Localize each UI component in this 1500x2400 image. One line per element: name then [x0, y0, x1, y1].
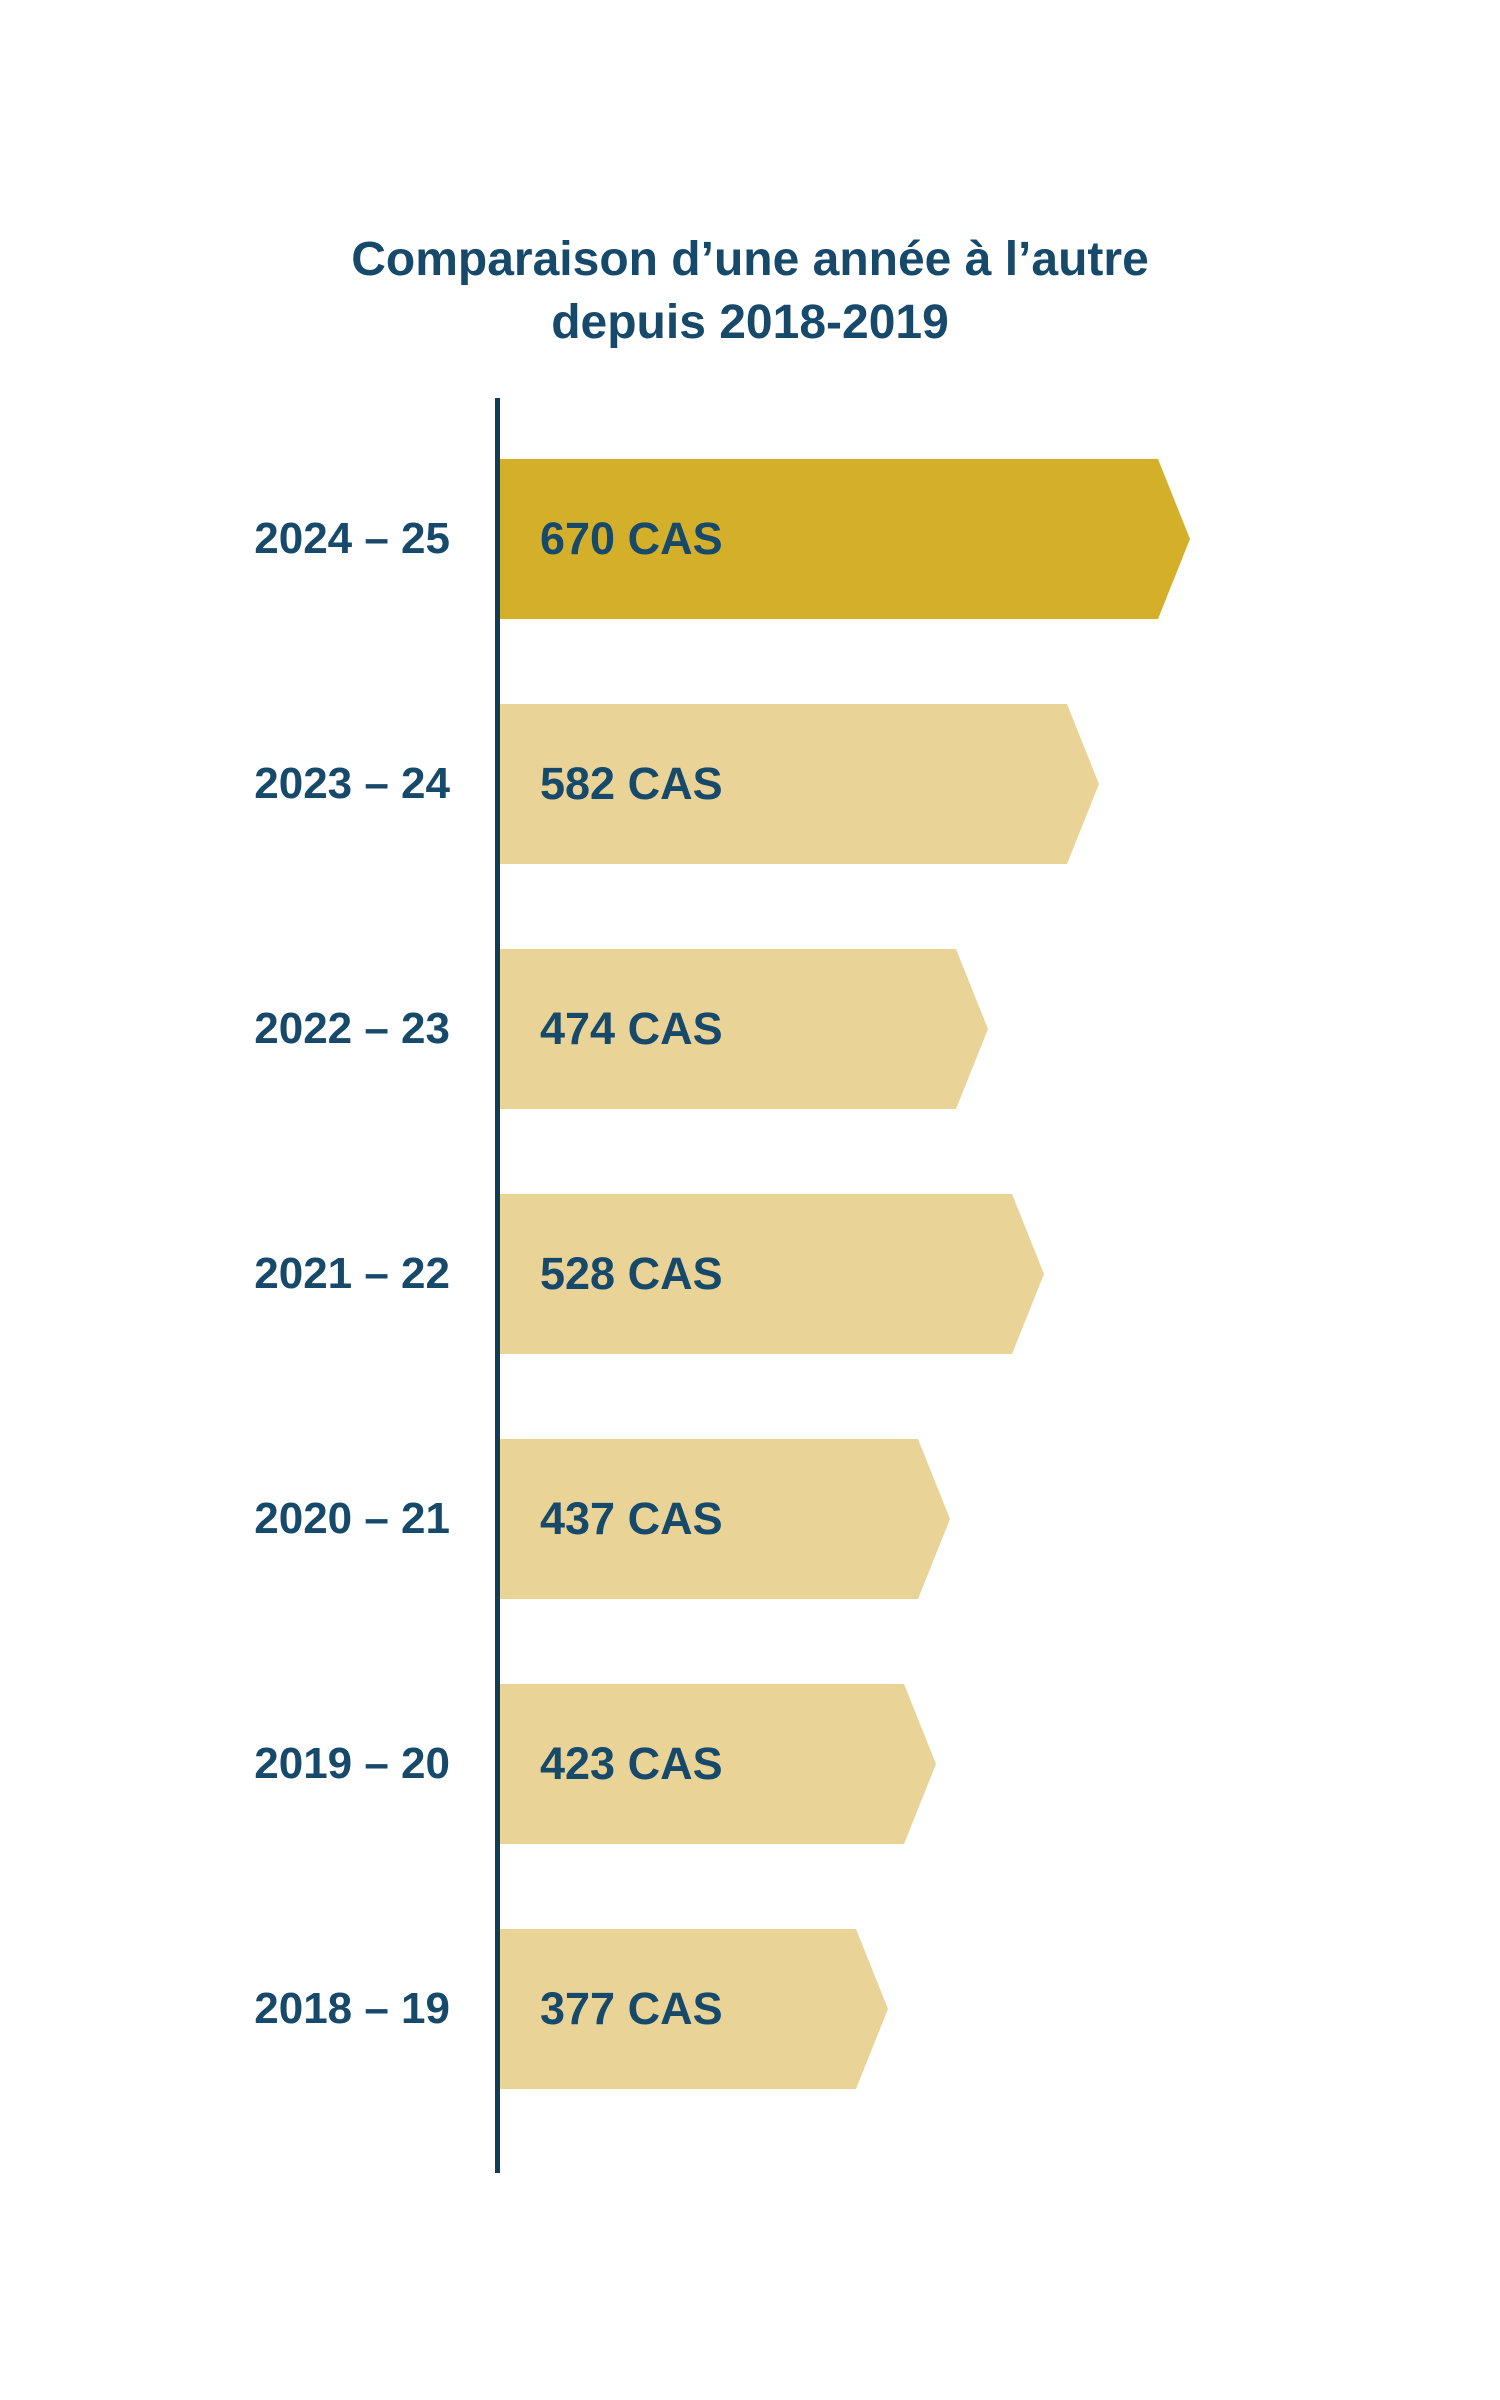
bar-row-2022-23: 2022 – 23 474 CAS	[0, 949, 1500, 1109]
category-label-2019-20: 2019 – 20	[254, 1739, 450, 1788]
bar-value-label-2020-21: 437 CAS	[540, 1493, 723, 1544]
category-label-2023-24: 2023 – 24	[254, 759, 450, 808]
bar-2024-25: 670 CAS	[500, 459, 1190, 619]
y-axis-line	[495, 398, 500, 2173]
category-label-2024-25: 2024 – 25	[254, 514, 450, 563]
chart-title-line2: depuis 2018-2019	[551, 296, 949, 349]
bar-value-label-2024-25: 670 CAS	[540, 513, 723, 564]
bar-2021-22: 528 CAS	[500, 1194, 1044, 1354]
category-label-2022-23: 2022 – 23	[254, 1004, 450, 1053]
bar-row-2024-25: 2024 – 25 670 CAS	[0, 459, 1500, 619]
category-label-2020-21: 2020 – 21	[254, 1494, 450, 1543]
chart-title: Comparaison d’une année à l’autre depuis …	[0, 228, 1500, 354]
bar-value-label-2019-20: 423 CAS	[540, 1738, 723, 1789]
category-label-2021-22: 2021 – 22	[254, 1249, 450, 1298]
bar-row-2021-22: 2021 – 22 528 CAS	[0, 1194, 1500, 1354]
bar-row-2018-19: 2018 – 19 377 CAS	[0, 1929, 1500, 2089]
bar-2022-23: 474 CAS	[500, 949, 988, 1109]
bar-value-label-2021-22: 528 CAS	[540, 1248, 723, 1299]
bar-2020-21: 437 CAS	[500, 1439, 950, 1599]
chart-title-line1: Comparaison d’une année à l’autre	[351, 233, 1149, 286]
bar-value-label-2022-23: 474 CAS	[540, 1003, 723, 1054]
bar-2018-19: 377 CAS	[500, 1929, 888, 2089]
bar-value-label-2023-24: 582 CAS	[540, 758, 723, 809]
bar-2023-24: 582 CAS	[500, 704, 1099, 864]
bar-row-2020-21: 2020 – 21 437 CAS	[0, 1439, 1500, 1599]
category-label-2018-19: 2018 – 19	[254, 1984, 450, 2033]
bar-value-label-2018-19: 377 CAS	[540, 1983, 723, 2034]
bar-2019-20: 423 CAS	[500, 1684, 936, 1844]
bar-row-2019-20: 2019 – 20 423 CAS	[0, 1684, 1500, 1844]
bar-row-2023-24: 2023 – 24 582 CAS	[0, 704, 1500, 864]
